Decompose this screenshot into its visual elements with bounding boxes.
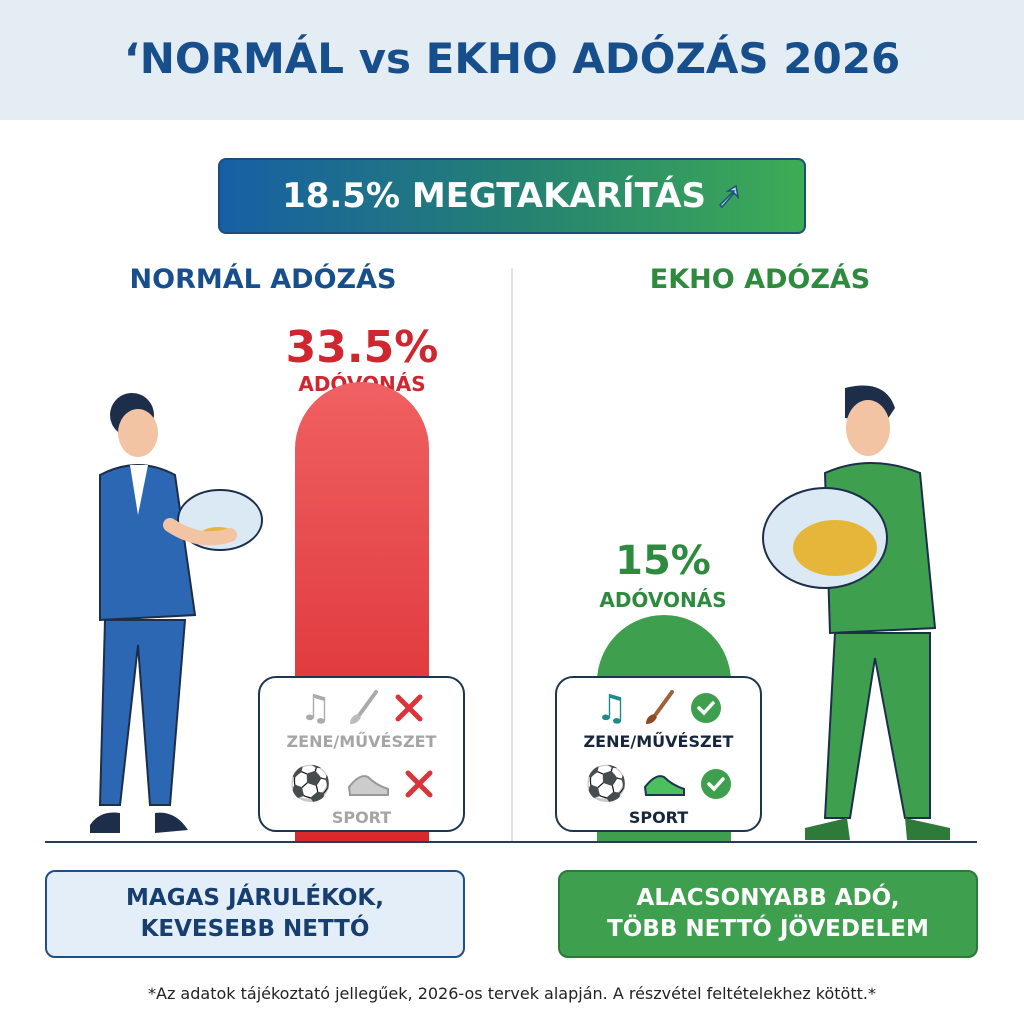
normal-heading: NORMÁL ADÓZÁS [129, 264, 397, 295]
paintbrush-icon [645, 690, 674, 724]
category-label: SPORT [331, 808, 392, 827]
woman-with-small-piggy-bank-illustration [90, 393, 263, 833]
category-label: ZENE/MŰVÉSZET [286, 732, 437, 751]
ekho-rate-label: ADÓVONÁS [599, 588, 727, 612]
ekho-rate: 15% [615, 538, 711, 584]
header-band [0, 0, 1024, 120]
ekho-eligibility-box: ♫ ZENE/MŰVÉSZET ⚽ SPORT [555, 676, 762, 832]
ekho-summary-line: TÖBB NETTÓ JÖVEDELEM [607, 916, 929, 942]
check-circle-icon [690, 693, 721, 723]
normal-summary-line: MAGAS JÁRULÉKOK, [126, 885, 384, 911]
sneaker-icon [347, 775, 389, 796]
ekho-heading: EKHO ADÓZÁS [649, 264, 871, 295]
category-label: SPORT [628, 808, 689, 827]
ground-line [45, 841, 977, 843]
page-title: ‘NORMÁL vs EKHO ADÓZÁS 2026 [123, 34, 901, 83]
normal-summary-line: KEVESEBB NETTÓ [140, 916, 370, 942]
normal-eligibility-box: ♫ ZENE/MŰVÉSZET ⚽ SPORT [258, 676, 465, 832]
soccer-ball-icon: ⚽ [289, 764, 332, 804]
normal-summary-box: MAGAS JÁRULÉKOK, KEVESEBB NETTÓ [45, 870, 465, 958]
paintbrush-icon [349, 690, 378, 724]
divider [511, 268, 513, 843]
music-note-icon: ♫ [299, 687, 332, 729]
ekho-summary-line: ALACSONYABB ADÓ, [636, 885, 900, 911]
music-note-icon: ♫ [595, 687, 628, 729]
soccer-ball-icon: ⚽ [585, 764, 628, 804]
savings-banner: 18.5% MEGTAKARÍTÁS [218, 158, 806, 234]
normal-rate: 33.5% [285, 322, 439, 373]
savings-label: 18.5% MEGTAKARÍTÁS [282, 176, 706, 216]
arrow-up-right-icon [718, 184, 740, 209]
sneaker-icon [643, 775, 685, 796]
footnote: *Az adatok tájékoztató jellegűek, 2026-o… [148, 984, 876, 1003]
check-circle-icon [700, 769, 731, 799]
ekho-summary-box: ALACSONYABB ADÓ, TÖBB NETTÓ JÖVEDELEM [558, 870, 978, 958]
man-with-large-piggy-bank-illustration [762, 385, 950, 840]
category-label: ZENE/MŰVÉSZET [583, 732, 734, 751]
cross-icon [395, 694, 423, 722]
cross-icon [405, 770, 433, 798]
